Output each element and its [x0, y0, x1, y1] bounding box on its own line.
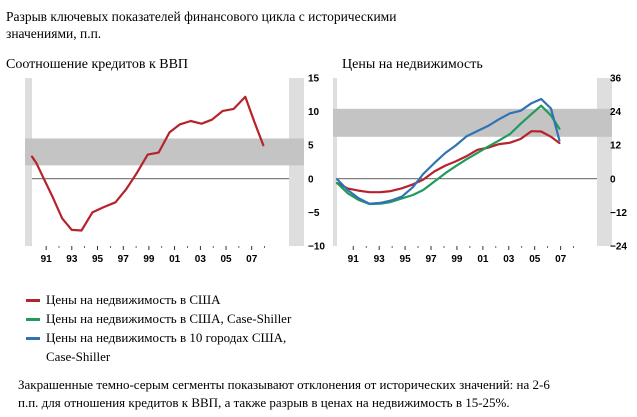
footnote-line1: Закрашенные темно-серым сегменты показыв… — [18, 377, 550, 392]
right-x-tick-label: 01 — [477, 254, 489, 265]
legend-item-cs10: Цены на недвижимость в 10 городах США, — [26, 328, 291, 347]
left-y-tick-label: 0 — [308, 174, 314, 185]
left-y-tick-label: −10 — [308, 242, 325, 253]
legend-swatch-red — [26, 299, 40, 302]
right-x-tick-label: 07 — [555, 254, 567, 265]
legend: Цены на недвижимость в США Цены на недви… — [26, 290, 291, 366]
right-x-tick-label: 97 — [425, 254, 437, 265]
left-x-tick-label: 97 — [118, 254, 130, 265]
left-series-line-red — [30, 95, 265, 232]
left-x-tick-label: 07 — [246, 254, 258, 265]
right-chart-title: Цены на недвижимость — [342, 57, 483, 72]
footnote-line2: п.п. для отношения кредитов к ВВП, а так… — [18, 395, 510, 410]
right-y-tick-label: 36 — [610, 74, 622, 85]
right-series-line-red — [335, 130, 561, 194]
right-y-tick-label: −24 — [610, 242, 627, 253]
legend-swatch-blue — [26, 337, 40, 340]
left-x-tick-label: 03 — [195, 254, 207, 265]
legend-label-cs: Цены на недвижимость в США, Case-Shiller — [46, 311, 292, 326]
right-x-tick-label: 05 — [529, 254, 541, 265]
legend-label-cs10-line2: Case-Shiller — [46, 349, 111, 364]
left-x-tick-label: 99 — [143, 254, 155, 265]
left-y-tick-label: 5 — [308, 141, 314, 152]
right-y-tick-label: −12 — [610, 208, 627, 219]
left-y-tick-label: −5 — [308, 208, 320, 219]
right-y-tick-label: 12 — [610, 141, 622, 152]
legend-item-us: Цены на недвижимость в США — [26, 290, 291, 309]
figure-title: Разрыв ключевых показателей финансового … — [6, 8, 566, 42]
right-plot-area — [337, 78, 597, 246]
left-x-tick-label: 95 — [92, 254, 104, 265]
left-x-tick-label: 05 — [220, 254, 232, 265]
right-x-tick-label: 03 — [503, 254, 515, 265]
left-x-tick-label: 93 — [66, 254, 78, 265]
left-y-tick-label: 10 — [308, 107, 320, 118]
left-x-tick-label: 91 — [41, 254, 53, 265]
figure-title-line2: значениями, п.п. — [6, 26, 102, 41]
left-x-tick-label: 01 — [169, 254, 181, 265]
legend-label-cs10-line1: Цены на недвижимость в 10 городах США, — [46, 330, 287, 345]
legend-item-cs: Цены на недвижимость в США, Case-Shiller — [26, 309, 291, 328]
right-x-tick-label: 91 — [348, 254, 360, 265]
right-y-tick-label: 0 — [610, 174, 616, 185]
legend-label-us: Цены на недвижимость в США — [46, 292, 221, 307]
right-x-tick-label: 99 — [451, 254, 463, 265]
footnote: Закрашенные темно-серым сегменты показыв… — [18, 376, 630, 412]
right-x-tick-label: 93 — [374, 254, 386, 265]
figure-title-line1: Разрыв ключевых показателей финансового … — [6, 9, 397, 24]
left-chart-title: Соотношение кредитов к ВВП — [6, 57, 189, 72]
right-x-tick-label: 95 — [400, 254, 412, 265]
left-y-tick-label: 15 — [308, 74, 320, 85]
right-series-line-blue — [335, 97, 561, 205]
right-y-tick-label: 24 — [610, 107, 622, 118]
right-historical-band — [333, 108, 612, 137]
legend-swatch-green — [26, 318, 40, 321]
